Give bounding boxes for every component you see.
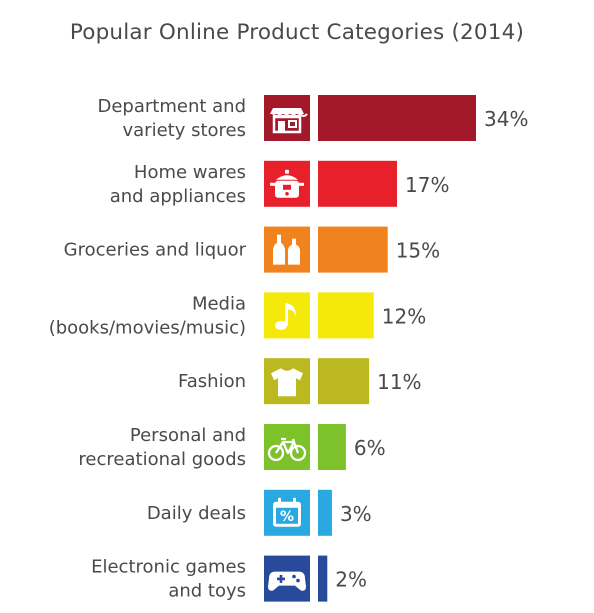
bicycle-icon	[264, 424, 310, 470]
category-label: Electronic games	[91, 557, 246, 578]
category-label: Daily deals	[147, 503, 246, 524]
music-note-icon	[264, 292, 310, 339]
bar	[318, 424, 346, 470]
bar	[318, 489, 332, 536]
category-label: Groceries and liquor	[64, 240, 247, 261]
rice-cooker-icon	[264, 160, 310, 207]
category-label: and appliances	[110, 186, 246, 207]
category-label: variety stores	[123, 120, 247, 141]
bar	[318, 226, 388, 273]
bottles-icon	[264, 226, 310, 273]
calendar-percent-icon: %	[264, 489, 310, 536]
category-label: recreational goods	[78, 449, 246, 470]
storefront-icon	[264, 95, 310, 141]
tshirt-icon	[264, 358, 310, 405]
gamepad-icon	[264, 555, 310, 602]
bar	[318, 160, 397, 207]
category-label: (books/movies/music)	[49, 317, 246, 338]
bar	[318, 95, 476, 141]
value-label: 3%	[340, 502, 372, 526]
svg-text:%: %	[280, 509, 294, 525]
category-label: Fashion	[178, 371, 246, 392]
value-label: 11%	[377, 370, 421, 394]
bar	[318, 358, 370, 405]
category-label: Home wares	[134, 162, 246, 183]
bar	[318, 292, 374, 339]
value-label: 34%	[484, 107, 528, 131]
value-label: 6%	[354, 436, 386, 460]
value-label: 17%	[405, 173, 449, 197]
bar	[318, 555, 328, 602]
category-label: and toys	[168, 581, 246, 602]
chart-title: Popular Online Product Categories (2014)	[69, 20, 525, 45]
value-label: 2%	[335, 568, 367, 592]
category-label: Department and	[97, 96, 246, 117]
category-label: Personal and	[130, 425, 246, 446]
value-label: 12%	[382, 304, 426, 328]
category-label: Media	[192, 293, 246, 314]
value-label: 15%	[396, 239, 440, 263]
